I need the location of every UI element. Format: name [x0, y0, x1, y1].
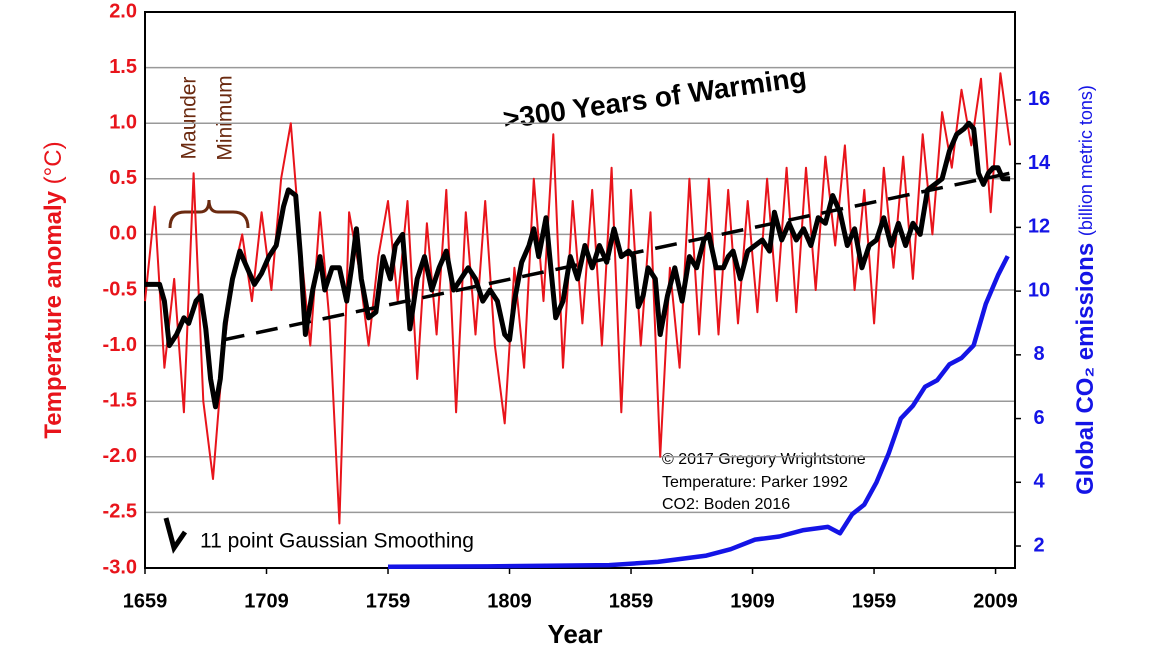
y2-axis-title: Global CO₂ emissions (billion metric ton…	[1072, 85, 1099, 495]
x-tick-label: 1659	[123, 590, 168, 612]
y-tick-label: -1.5	[103, 389, 137, 411]
y2-tick-label: 4	[1033, 471, 1045, 493]
x-tick-label: 1809	[487, 590, 532, 612]
y-axis-title-main: Temperature anomaly	[40, 190, 67, 438]
y-axis-title-unit: (°C)	[40, 141, 67, 184]
x-tick-label: 1709	[244, 590, 289, 612]
y2-tick-label: 6	[1033, 407, 1044, 429]
credit: CO2: Boden 2016	[662, 496, 790, 513]
y-tick-label: -0.5	[103, 278, 137, 300]
y-tick-label: 1.5	[109, 56, 137, 78]
annotation: Maunder	[178, 77, 201, 160]
legend-swatch	[163, 517, 188, 554]
x-tick-label: 1959	[852, 590, 897, 612]
y2-tick-label: 2	[1033, 534, 1044, 556]
x-tick-label: 1909	[730, 590, 775, 612]
x-axis-title: Year	[548, 619, 603, 649]
y-tick-label: -2.5	[103, 501, 137, 523]
y-tick-label: -3.0	[103, 556, 137, 578]
credit: © 2017 Gregory Wrightstone	[662, 451, 866, 468]
y-tick-label: -2.0	[103, 445, 137, 467]
y-tick-label: 0.5	[109, 167, 137, 189]
bracket	[168, 199, 250, 229]
co2-line	[387, 255, 1010, 569]
temperature-line	[145, 120, 1011, 410]
y2-tick-label: 14	[1028, 152, 1051, 174]
y-tick-label: 2.0	[109, 0, 137, 22]
y2-tick-label: 8	[1033, 343, 1044, 365]
y2-tick-label: 12	[1028, 216, 1050, 238]
y-axis-title: Temperature anomaly (°C)	[40, 141, 67, 438]
x-tick-label: 1859	[609, 590, 654, 612]
y2-tick-label: 10	[1028, 279, 1050, 301]
plot-frame	[144, 11, 1016, 569]
y-tick-label: -1.0	[103, 334, 137, 356]
y-tick-label: 0.0	[109, 223, 137, 245]
y2-tick-label: 16	[1028, 88, 1050, 110]
legend-label: 11 point Gaussian Smoothing	[200, 530, 474, 553]
y2-axis-title-unit: (billion metric tons)	[1076, 85, 1096, 236]
y2-axis-title-main: Global CO₂ emissions	[1072, 243, 1099, 495]
y-tick-label: 1.0	[109, 111, 137, 133]
x-tick-label: 2009	[973, 590, 1018, 612]
temperature-line	[144, 72, 1012, 525]
annotation: Minimum	[214, 75, 237, 160]
x-tick-label: 1759	[366, 590, 411, 612]
credit: Temperature: Parker 1992	[662, 474, 848, 491]
